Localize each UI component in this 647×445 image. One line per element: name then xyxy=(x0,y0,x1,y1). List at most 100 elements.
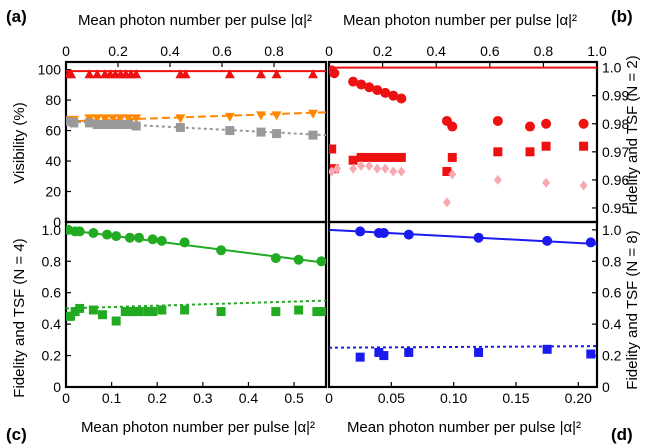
plot-area xyxy=(329,226,597,362)
top-axis-title-right: Mean photon number per pulse |α|² xyxy=(343,12,577,29)
y-tick-label: 0.97 xyxy=(602,144,629,160)
data-point-triangle-up xyxy=(66,69,77,79)
y-tick-label: 0.8 xyxy=(42,253,62,269)
y-tick-label: 1.0 xyxy=(602,60,622,76)
y-tick-label: 0 xyxy=(53,214,61,230)
y-tick-label: 1.0 xyxy=(42,222,62,238)
data-point-diamond xyxy=(357,160,366,171)
data-point-diamond xyxy=(349,163,358,174)
data-point-square xyxy=(372,152,382,162)
y-tick-label: 0.4 xyxy=(42,316,62,332)
data-point-triangle-down xyxy=(115,114,126,124)
fit-line-series-1 xyxy=(66,299,326,310)
y-tick-label: 0.6 xyxy=(602,285,622,301)
data-point-square xyxy=(108,119,118,129)
data-point-triangle-up xyxy=(308,69,318,79)
data-point-circle xyxy=(396,93,407,104)
data-point-circle xyxy=(355,226,366,237)
x-tick-label: 0.2 xyxy=(108,43,128,59)
data-point-triangle-down xyxy=(308,109,318,119)
data-point-square xyxy=(447,152,457,162)
data-point-square xyxy=(134,307,144,317)
data-point-square xyxy=(180,305,190,315)
data-point-diamond xyxy=(365,160,374,171)
data-point-square xyxy=(148,307,158,317)
y-tick-label: 100 xyxy=(38,62,62,78)
data-point-circle xyxy=(388,90,399,101)
data-point-diamond xyxy=(329,166,336,177)
panel-frame xyxy=(327,220,599,389)
data-point-diamond xyxy=(579,180,588,191)
data-point-circle xyxy=(74,226,85,237)
data-point-triangle-down xyxy=(256,111,266,121)
y-tick-label: 60 xyxy=(45,123,61,139)
data-point-circle xyxy=(88,228,99,238)
data-point-square xyxy=(316,307,326,317)
x-tick-label: 0.2 xyxy=(147,390,167,406)
data-point-circle xyxy=(473,232,484,243)
data-point-triangle-down xyxy=(271,111,282,121)
data-point-square xyxy=(157,305,167,315)
x-tick-label: 0 xyxy=(62,43,70,59)
fit-line-series-1 xyxy=(66,111,326,123)
x-tick-label: 0.10 xyxy=(440,390,467,406)
data-point-circle xyxy=(329,68,340,79)
data-point-square xyxy=(348,155,358,165)
data-point-circle xyxy=(542,235,553,246)
data-point-circle xyxy=(147,234,158,245)
data-point-triangle-down xyxy=(175,114,186,124)
data-point-triangle-up xyxy=(131,69,142,79)
data-point-square xyxy=(116,119,126,129)
data-point-circle xyxy=(102,229,113,240)
data-point-diamond xyxy=(448,169,457,180)
plot-area xyxy=(66,69,326,140)
data-point-square xyxy=(542,344,552,354)
y-tick-label: 0.2 xyxy=(602,348,622,364)
data-point-square xyxy=(388,152,398,162)
data-point-square xyxy=(379,351,389,361)
data-point-circle xyxy=(447,121,458,132)
data-point-circle xyxy=(492,115,503,126)
data-point-square xyxy=(586,349,596,359)
data-point-diamond xyxy=(442,197,451,208)
x-tick-label: 0.4 xyxy=(160,43,180,59)
data-point-square xyxy=(355,352,365,362)
data-point-square xyxy=(100,119,110,129)
data-point-circle xyxy=(525,121,535,132)
data-point-triangle-down xyxy=(131,114,142,124)
bottom-axis-title-left: Mean photon number per pulse |α|² xyxy=(81,419,315,436)
data-point-circle xyxy=(156,235,167,246)
x-tick-label: 0.20 xyxy=(565,390,592,406)
ylabel-fidelity-n4: Fidelity and TSF (N = 4) xyxy=(11,238,28,397)
y-tick-label: 0.96 xyxy=(602,172,629,188)
data-point-square xyxy=(442,166,452,176)
data-point-square xyxy=(75,303,85,313)
data-point-circle xyxy=(216,245,227,256)
bottom-axis-title-right: Mean photon number per pulse |α|² xyxy=(347,419,581,436)
data-point-diamond xyxy=(493,174,502,185)
data-point-square xyxy=(120,307,130,317)
y-tick-label: 0.4 xyxy=(602,316,622,332)
data-point-square xyxy=(374,347,384,357)
panel-2: 0 0.1 0.2 0.3 0.4 0.5 0 0.2 0.4 0.6 0.8 1.0 xyxy=(42,220,328,406)
x-tick-label: 0.5 xyxy=(284,390,304,406)
data-point-diamond xyxy=(333,163,342,174)
data-point-square xyxy=(92,119,102,129)
data-point-square xyxy=(380,152,390,162)
x-tick-label: 1.0 xyxy=(587,43,607,59)
y-tick-label: 0 xyxy=(602,379,610,395)
ylabel-fidelity-n2: Fidelity and TSF (N = 2) xyxy=(624,55,641,214)
y-tick-label: 0.6 xyxy=(42,285,62,301)
x-tick-label: 0.4 xyxy=(239,390,259,406)
data-point-diamond xyxy=(381,163,390,174)
x-tick-label: 0 xyxy=(325,390,333,406)
data-point-square xyxy=(216,307,226,317)
data-point-circle xyxy=(293,254,304,265)
data-point-circle xyxy=(270,253,281,264)
plot-area xyxy=(329,65,597,208)
data-point-circle xyxy=(179,237,190,248)
y-tick-label: 0.2 xyxy=(42,348,62,364)
panel-frame xyxy=(64,220,328,389)
panel-letter-d: (d) xyxy=(611,425,633,444)
data-point-square xyxy=(97,310,107,320)
